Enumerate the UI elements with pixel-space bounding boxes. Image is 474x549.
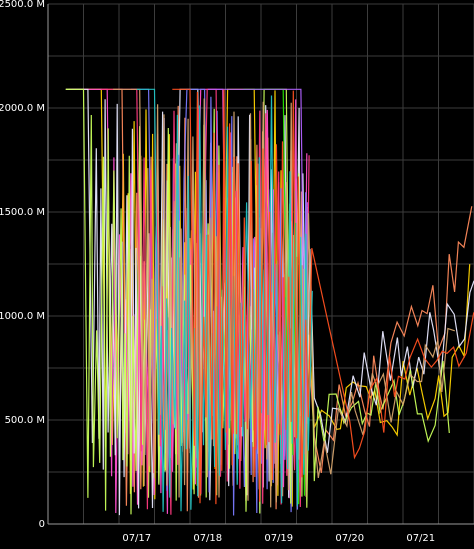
y-tick-labels: 0 500.0 M 1000.0 M 1500.0 M 2000.0 M 2500.0 M (0, 0, 45, 530)
y-tick-label: 1500.0 M (0, 207, 45, 218)
x-tick-label: 07/18 (193, 533, 222, 544)
series-line (207, 88, 308, 447)
x-tick-label: 07/20 (335, 533, 364, 544)
x-tick-label: 07/21 (406, 533, 435, 544)
y-tick-label: 0 (39, 519, 45, 530)
x-tick-label: 07/19 (264, 533, 293, 544)
y-tick-label: 1000.0 M (0, 311, 45, 322)
y-tick-label: 500.0 M (5, 415, 45, 426)
series-lines (65, 88, 474, 516)
axes (47, 4, 474, 525)
y-tick-label: 2000.0 M (0, 103, 45, 114)
x-tick-label: 07/17 (122, 533, 151, 544)
y-tick-label: 2500.0 M (0, 0, 45, 10)
series-line (172, 88, 474, 505)
